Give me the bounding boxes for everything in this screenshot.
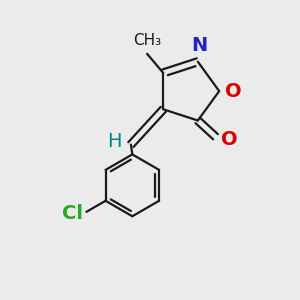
Text: O: O — [221, 130, 237, 148]
Text: N: N — [191, 36, 207, 55]
Text: H: H — [107, 132, 122, 151]
Text: Cl: Cl — [62, 204, 83, 223]
Text: CH₃: CH₃ — [133, 34, 161, 49]
Text: O: O — [225, 82, 242, 100]
